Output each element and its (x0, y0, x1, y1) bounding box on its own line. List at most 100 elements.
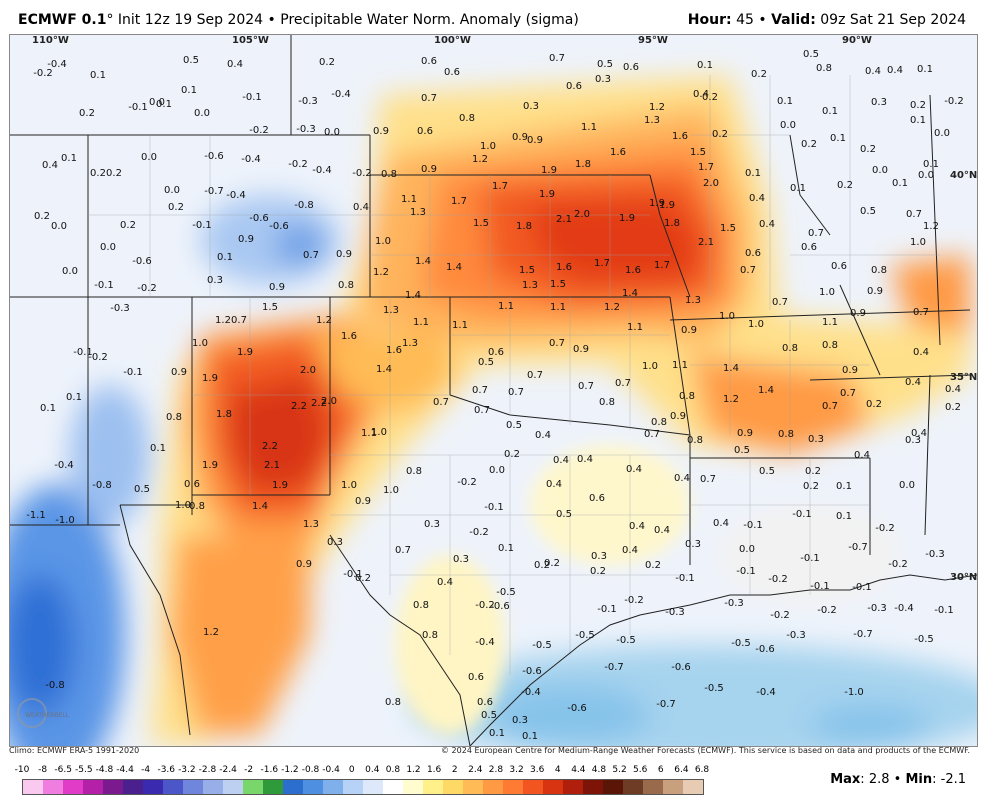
colorbar-swatch (143, 780, 163, 794)
anomaly-value: -1.0 (844, 687, 864, 698)
county-lines (88, 75, 940, 675)
anomaly-value: -0.4 (756, 687, 776, 698)
anomaly-value: 0.1 (150, 443, 166, 454)
anomaly-value: 0.7 (303, 250, 319, 261)
anomaly-value: 0.9 (573, 344, 589, 355)
init-time: Init 12z 19 Sep 2024 (117, 12, 264, 28)
colorbar-swatch (643, 780, 663, 794)
anomaly-value: 0.7 (615, 378, 631, 389)
colorbar-tick-label: 2.4 (468, 765, 483, 775)
anomaly-value: -0.6 (132, 256, 152, 267)
anomaly-value: 1.6 (556, 262, 572, 273)
anomaly-value: -0.5 (532, 640, 552, 651)
colorbar-swatch (623, 780, 643, 794)
anomaly-value: -0.4 (54, 460, 74, 471)
anomaly-value: 0.7 (578, 381, 594, 392)
anomaly-value: -0.7 (604, 662, 624, 673)
colorbar-tick-label: -1.6 (260, 765, 279, 775)
colorbar-tick-label: -4.4 (116, 765, 134, 775)
anomaly-value: 1.8 (216, 409, 232, 420)
anomaly-value: 0.9 (373, 126, 389, 137)
anomaly-value: -0.2 (624, 595, 644, 606)
anomaly-value: 0.5 (481, 710, 497, 721)
map-canvas: 110°W 105°W 100°W 95°W 90°W 40°N 35°N 30°N 0.5 -… (10, 35, 977, 746)
anomaly-map[interactable]: 110°W 105°W 100°W 95°W 90°W 40°N 35°N 30°N 0.5 -… (9, 34, 978, 747)
anomaly-value: -0.1 (242, 92, 262, 103)
anomaly-value: -0.2 (875, 523, 895, 534)
anomaly-value: 0.8 (413, 600, 429, 611)
anomaly-value: 1.0 (480, 141, 496, 152)
anomaly-value: 0.5 (556, 509, 572, 520)
anomaly-value: 0.9 (867, 286, 883, 297)
colorbar-swatch (203, 780, 223, 794)
anomaly-value: 0.7 (740, 265, 756, 276)
anomaly-value: 1.6 (610, 147, 626, 158)
anomaly-value: 0.0 (164, 185, 180, 196)
anomaly-value: 1.4 (376, 364, 392, 375)
anomaly-value: 0.6 (444, 67, 460, 78)
anomaly-value: 0.7 (231, 315, 247, 326)
anomaly-value: 0.3 (453, 554, 469, 565)
anomaly-value: 0.2 (534, 560, 550, 571)
colorbar-tick-label: -0.8 (301, 765, 320, 775)
anomaly-value: 1.4 (252, 501, 268, 512)
anomaly-value: 0.9 (527, 135, 543, 146)
colorbar-tick-label: -3.6 (157, 765, 176, 775)
anomaly-value: 0.8 (782, 343, 798, 354)
anomaly-value: -0.3 (665, 607, 685, 618)
anomaly-value: 0.6 (421, 56, 437, 67)
anomaly-value: 1.3 (402, 338, 418, 349)
anomaly-value: 1.7 (492, 181, 508, 192)
colorbar-tick-label: -6.5 (54, 765, 72, 775)
anomaly-value: 0.2 (34, 211, 50, 222)
anomaly-value: -0.3 (724, 598, 744, 609)
anomaly-value: 1.0 (341, 480, 357, 491)
colorbar-swatch (683, 780, 703, 794)
anomaly-value: 0.0 (324, 127, 340, 138)
anomaly-value: 0.9 (850, 308, 866, 319)
anomaly-value: 1.1 (452, 320, 468, 331)
state-borders (10, 35, 971, 565)
anomaly-value: 0.1 (923, 159, 939, 170)
anomaly-value: 0.6 (831, 261, 847, 272)
anomaly-value: -0.2 (770, 610, 790, 621)
anomaly-value: 1.5 (720, 223, 736, 234)
latitude-label: 40°N (950, 170, 977, 181)
anomaly-value: 0.5 (183, 55, 199, 66)
colorbar-swatch (663, 780, 683, 794)
anomaly-value: 1.3 (303, 519, 319, 530)
colorbar-swatch (163, 780, 183, 794)
colorbar-swatch (383, 780, 403, 794)
colorbar-swatch (343, 780, 363, 794)
colorbar-tick-label: -5.5 (75, 765, 93, 775)
anomaly-value: 1.6 (625, 265, 641, 276)
anomaly-value: 0.4 (622, 545, 638, 556)
valid-label: Valid: (771, 12, 816, 28)
anomaly-value: 0.2 (945, 402, 961, 413)
colorbar (22, 779, 704, 795)
longitude-label: 95°W (638, 35, 668, 46)
anomaly-value: 0.4 (759, 219, 775, 230)
anomaly-value: 0.1 (498, 543, 514, 554)
colorbar-swatch (463, 780, 483, 794)
anomaly-value: 0.0 (872, 165, 888, 176)
bullet-sep-2: • (758, 12, 767, 28)
anomaly-value: 0.1 (822, 106, 838, 117)
anomaly-value: 0.3 (685, 539, 701, 550)
anomaly-value: 1.1 (822, 317, 838, 328)
colorbar-swatch (483, 780, 503, 794)
anomaly-value: 0.8 (822, 340, 838, 351)
anomaly-value: 0.8 (381, 169, 397, 180)
anomaly-value: -0.6 (567, 703, 587, 714)
anomaly-value: 0.1 (836, 481, 852, 492)
colorbar-tick-label: -2.4 (219, 765, 237, 775)
anomaly-value: 1.9 (649, 198, 665, 209)
anomaly-value: 0.8 (651, 417, 667, 428)
colorbar-swatch (283, 780, 303, 794)
anomaly-value: 0.6 (417, 126, 433, 137)
anomaly-value: 1.0 (383, 485, 399, 496)
bullet-sep: • (267, 12, 276, 28)
anomaly-value: -0.5 (616, 635, 636, 646)
anomaly-value: 0.4 (626, 464, 642, 475)
anomaly-value: 0.4 (865, 66, 881, 77)
